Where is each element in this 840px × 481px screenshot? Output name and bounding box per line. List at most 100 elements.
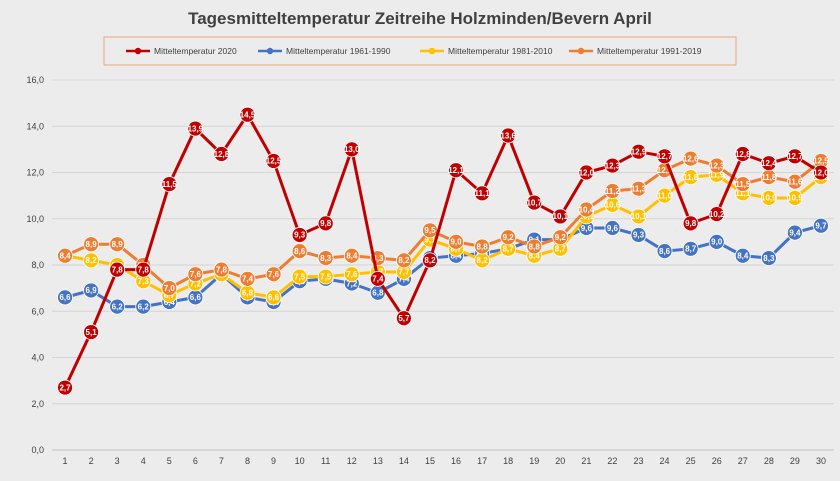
data-label: 5,1 bbox=[86, 328, 98, 337]
data-label: 8,8 bbox=[529, 242, 541, 251]
data-label: 8,7 bbox=[555, 245, 567, 254]
data-point bbox=[317, 268, 334, 285]
data-label: 7,3 bbox=[138, 277, 150, 286]
data-label: 9,8 bbox=[320, 219, 332, 228]
data-label: 12,1 bbox=[448, 166, 464, 175]
data-label: 12,0 bbox=[579, 168, 595, 177]
legend: Mitteltemperatur 2020 Mitteltemperatur 19… bbox=[103, 36, 737, 66]
x-tick-label: 10 bbox=[295, 456, 305, 466]
data-point bbox=[682, 215, 699, 232]
data-label: 10,9 bbox=[787, 194, 803, 203]
y-tick-label: 8,0 bbox=[31, 260, 44, 270]
data-label: 9,3 bbox=[633, 231, 645, 240]
data-label: 9,0 bbox=[450, 238, 462, 247]
data-label: 10,2 bbox=[709, 210, 725, 219]
data-point bbox=[760, 250, 777, 266]
y-tick-label: 12,0 bbox=[26, 168, 44, 178]
data-point bbox=[656, 148, 673, 165]
x-tick-label: 30 bbox=[816, 456, 826, 466]
data-label: 10,7 bbox=[526, 198, 542, 207]
x-tick-label: 4 bbox=[141, 456, 146, 466]
data-label: 8,3 bbox=[320, 254, 332, 263]
data-label: 12,1 bbox=[657, 166, 673, 175]
data-point bbox=[161, 176, 178, 192]
data-label: 9,6 bbox=[607, 224, 619, 233]
x-tick-label: 11 bbox=[321, 456, 330, 466]
data-label: 6,8 bbox=[242, 289, 254, 298]
data-point bbox=[317, 250, 334, 266]
data-point bbox=[265, 266, 282, 283]
data-point bbox=[578, 164, 595, 181]
data-point bbox=[760, 190, 777, 206]
data-label: 7,4 bbox=[372, 275, 384, 284]
data-point bbox=[213, 261, 230, 278]
data-point bbox=[187, 120, 204, 137]
data-point bbox=[552, 229, 569, 246]
data-label: 9,7 bbox=[815, 221, 827, 230]
data-point bbox=[291, 243, 308, 260]
data-point bbox=[760, 155, 777, 172]
data-point bbox=[474, 185, 491, 202]
data-point bbox=[187, 266, 204, 283]
data-point bbox=[656, 187, 673, 204]
data-label: 8,6 bbox=[659, 247, 671, 256]
data-label: 12,4 bbox=[761, 159, 777, 168]
data-label: 6,2 bbox=[138, 302, 150, 311]
data-label: 7,5 bbox=[294, 272, 306, 281]
data-label: 9,0 bbox=[711, 238, 723, 247]
data-label: 10,4 bbox=[579, 205, 595, 214]
data-label: 7,6 bbox=[268, 270, 280, 279]
data-point bbox=[604, 157, 621, 174]
data-label: 8,3 bbox=[372, 254, 384, 263]
data-point bbox=[734, 176, 751, 192]
data-label: 11,5 bbox=[162, 180, 178, 189]
data-point bbox=[734, 247, 751, 264]
x-tick-label: 21 bbox=[581, 456, 591, 466]
data-point bbox=[630, 227, 647, 243]
x-tick-label: 25 bbox=[686, 456, 696, 466]
x-tick-label: 6 bbox=[193, 456, 198, 466]
data-label: 12,3 bbox=[605, 161, 621, 170]
data-label: 8,9 bbox=[112, 240, 124, 249]
data-point bbox=[708, 233, 725, 250]
data-label: 7,8 bbox=[138, 265, 150, 274]
legend-frame bbox=[103, 36, 737, 66]
data-label: 6,2 bbox=[112, 302, 124, 311]
x-tick-label: 12 bbox=[347, 456, 357, 466]
data-point bbox=[656, 243, 673, 260]
data-point bbox=[291, 227, 308, 243]
data-point bbox=[57, 289, 73, 306]
data-point bbox=[526, 194, 543, 211]
data-point bbox=[734, 146, 751, 162]
x-tick-label: 29 bbox=[790, 456, 800, 466]
data-point bbox=[604, 183, 621, 199]
data-label: 11,6 bbox=[787, 178, 803, 187]
x-tick-label: 18 bbox=[503, 456, 513, 466]
data-label: 9,3 bbox=[294, 231, 306, 240]
data-label: 9,1 bbox=[424, 235, 436, 244]
data-label: 9,6 bbox=[581, 224, 593, 233]
data-label: 7,6 bbox=[190, 270, 202, 279]
data-point bbox=[317, 215, 334, 232]
data-point bbox=[57, 379, 73, 396]
data-point bbox=[630, 180, 647, 197]
data-point bbox=[500, 229, 517, 246]
data-label: 12,5 bbox=[813, 157, 829, 166]
legend-label: Mitteltemperatur 2020 bbox=[154, 46, 237, 56]
x-tick-label: 20 bbox=[555, 456, 565, 466]
data-point bbox=[500, 127, 517, 144]
data-label: 12,6 bbox=[683, 154, 699, 163]
data-point bbox=[474, 238, 491, 255]
data-point bbox=[604, 220, 621, 236]
data-label: 8,4 bbox=[346, 252, 358, 261]
data-point bbox=[265, 153, 282, 169]
legend-marker bbox=[577, 47, 585, 55]
legend-marker bbox=[428, 47, 436, 55]
data-label: 9,8 bbox=[685, 219, 697, 228]
data-label: 7,8 bbox=[216, 265, 228, 274]
data-label: 7,4 bbox=[242, 275, 254, 284]
data-point bbox=[135, 261, 152, 278]
x-tick-label: 28 bbox=[764, 456, 774, 466]
data-label: 8,2 bbox=[398, 256, 410, 265]
data-point bbox=[343, 141, 360, 158]
